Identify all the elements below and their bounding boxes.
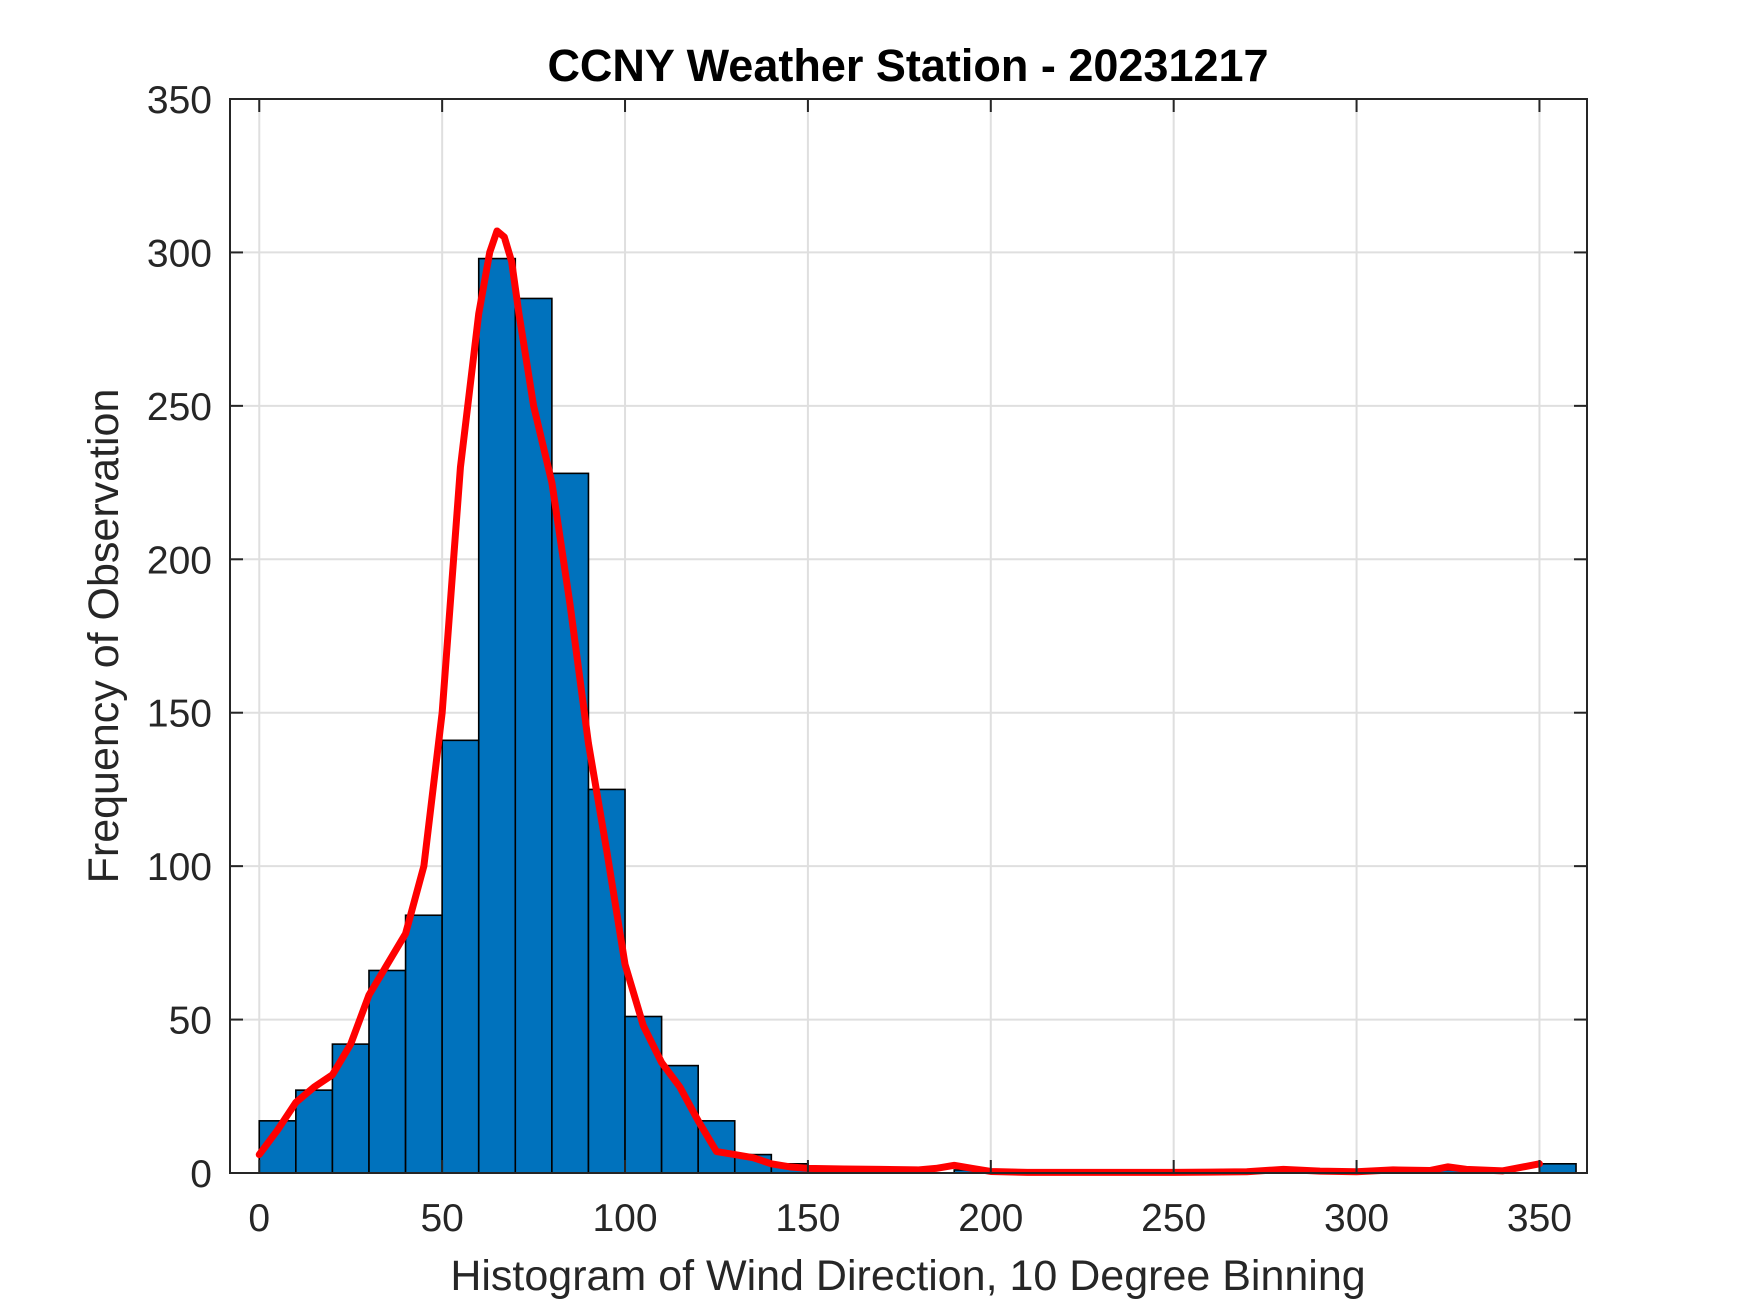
y-tick-label: 350: [147, 79, 212, 122]
histogram-bar: [1538, 1162, 1577, 1174]
smoothed-curve-layer: [255, 227, 1543, 1176]
plot-box: [229, 98, 1588, 1174]
y-tick-label: 50: [169, 1000, 212, 1043]
smoothed-distribution-curve: [255, 227, 1543, 1176]
tick-labels: 0 50 100 150 200 250 300 350 0 50 100 150 200 250 300 3…: [147, 79, 1572, 1240]
histogram-bar: [551, 472, 590, 1174]
histogram-bar: [441, 739, 480, 1174]
x-tick-label: 200: [958, 1197, 1023, 1240]
x-tick-label: 100: [592, 1197, 657, 1240]
y-tick-label: 150: [147, 693, 212, 736]
y-tick-label: 300: [147, 232, 212, 275]
histogram-bar: [404, 914, 443, 1174]
y-tick-label: 100: [147, 846, 212, 889]
y-tick-label: 0: [190, 1153, 212, 1196]
histogram-bar: [514, 297, 553, 1174]
x-tick-label: 0: [248, 1197, 270, 1240]
x-axis-label: Histogram of Wind Direction, 10 Degree B…: [450, 1252, 1365, 1300]
x-tick-label: 250: [1141, 1197, 1206, 1240]
x-tick-label: 50: [420, 1197, 463, 1240]
y-axis-label: Frequency of Observation: [80, 389, 128, 884]
histogram-bar: [368, 969, 407, 1174]
histogram-bar: [624, 1015, 663, 1174]
x-tick-label: 150: [775, 1197, 840, 1240]
chart-title: CCNY Weather Station - 20231217: [547, 40, 1268, 91]
histogram-bars: [258, 257, 1577, 1174]
histogram-bar: [477, 257, 517, 1174]
y-tick-label: 250: [147, 386, 212, 429]
y-tick-label: 200: [147, 539, 212, 582]
x-tick-label: 300: [1324, 1197, 1389, 1240]
histogram-bar: [295, 1089, 334, 1174]
x-tick-label: 350: [1507, 1197, 1572, 1240]
axes: [229, 98, 1588, 1174]
